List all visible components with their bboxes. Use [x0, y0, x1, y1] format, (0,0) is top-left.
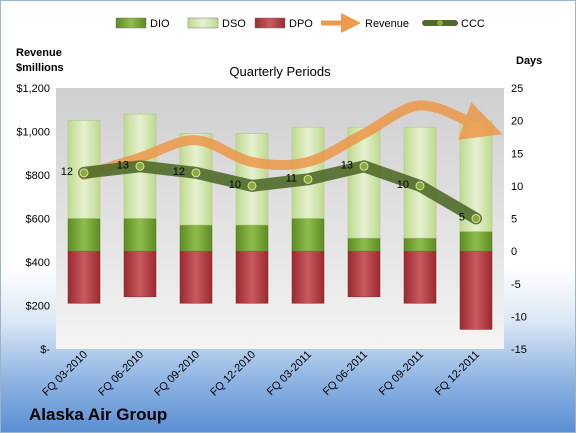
ccc-data-label: 10	[397, 179, 409, 191]
ccc-point	[303, 174, 313, 184]
dio-bar	[403, 237, 437, 252]
ccc-line-group: 12 13 12 10 11 13 10 5	[61, 159, 482, 225]
right-axis: -15 -10 -5 0 5 10 15 20 25	[511, 83, 527, 356]
revenue-line	[79, 100, 503, 180]
dio-bar	[347, 237, 381, 252]
legend: DIO DSO DPO Revenue CCC	[115, 13, 485, 33]
right-tick-label: 20	[511, 116, 523, 128]
x-tick-label: FQ 09-2010	[152, 349, 202, 399]
dpo-bar	[67, 250, 101, 304]
ccc-data-label: 13	[117, 159, 129, 171]
x-tick-label: FQ 06-2011	[321, 349, 370, 398]
left-axis: $- $200 $400 $600 $800 $1,000 $1,200	[16, 83, 50, 356]
dpo-bar	[347, 250, 381, 298]
ccc-data-label: 12	[61, 166, 73, 178]
ccc-data-label: 10	[229, 179, 241, 191]
x-tick-label: FQ 12-2010	[208, 349, 258, 399]
company-name: Alaska Air Group	[29, 405, 167, 424]
ccc-point	[247, 181, 257, 191]
x-tick-label: FQ 06-2010	[96, 349, 146, 399]
dso-bar	[347, 126, 381, 239]
left-tick-label: $800	[26, 170, 50, 182]
right-tick-label: -10	[511, 311, 527, 323]
right-tick-label: -5	[511, 279, 521, 291]
ccc-data-label: 12	[173, 166, 185, 178]
ccc-point	[191, 168, 201, 178]
legend-label-dio: DIO	[150, 18, 170, 30]
ccc-point	[359, 161, 369, 171]
legend-label-dpo: DPO	[289, 18, 313, 30]
right-tick-label: 25	[511, 83, 523, 95]
right-tick-label: 5	[511, 214, 517, 226]
legend-swatch-dso	[187, 17, 219, 29]
x-axis: FQ 03-2010 FQ 06-2010 FQ 09-2010 FQ 12-2010…	[40, 349, 482, 399]
ccc-data-label: 11	[286, 172, 297, 184]
dpo-bar	[179, 250, 213, 304]
x-tick-label: FQ 09-2011	[377, 349, 426, 398]
dpo-bar	[291, 250, 325, 304]
left-tick-label: $400	[26, 257, 50, 269]
ccc-point	[135, 161, 145, 171]
x-tick-label: FQ 12-2011	[433, 349, 482, 398]
legend-label-ccc: CCC	[461, 18, 485, 30]
left-axis-title-line1: Revenue	[16, 47, 62, 59]
ccc-line	[78, 160, 482, 225]
ccc-point	[471, 214, 481, 223]
chart-subtitle: Quarterly Periods	[229, 64, 331, 79]
legend-label-dso: DSO	[222, 18, 246, 30]
ccc-data-label: 13	[341, 159, 353, 171]
dpo-bar	[235, 250, 269, 304]
left-axis-title-line2: $millions	[16, 62, 64, 74]
dio-bar	[67, 218, 101, 252]
dio-bar	[123, 218, 157, 252]
dio-bar	[459, 231, 493, 252]
revenue-line-group	[79, 100, 503, 180]
left-tick-label: $600	[26, 214, 50, 226]
ccc-point	[79, 168, 89, 178]
ccc-data-label: 5	[459, 212, 465, 224]
legend-swatch-dpo	[254, 17, 286, 29]
legend-marker-ccc	[437, 20, 443, 26]
legend-swatch-dio	[115, 17, 147, 29]
ccc-point	[415, 181, 425, 191]
right-tick-label: 10	[511, 181, 523, 193]
dio-bar	[179, 224, 213, 252]
dio-bar	[235, 224, 269, 252]
right-tick-label: 0	[511, 246, 517, 258]
dpo-bar	[123, 250, 157, 298]
x-tick-label: FQ 03-2011	[265, 349, 314, 398]
x-tick-label: FQ 03-2010	[40, 349, 90, 399]
legend-label-revenue: Revenue	[365, 18, 409, 30]
dpo-bar	[403, 250, 437, 304]
right-axis-title: Days	[516, 55, 542, 67]
right-tick-label: 15	[511, 148, 523, 160]
left-tick-label: $1,200	[16, 83, 50, 95]
left-tick-label: $200	[26, 301, 50, 313]
dpo-bar	[459, 250, 493, 330]
left-tick-label: $-	[40, 344, 50, 356]
right-tick-label: -15	[511, 344, 527, 356]
plot-area	[56, 88, 504, 349]
dio-bar	[291, 218, 325, 252]
left-tick-label: $1,000	[16, 127, 50, 139]
